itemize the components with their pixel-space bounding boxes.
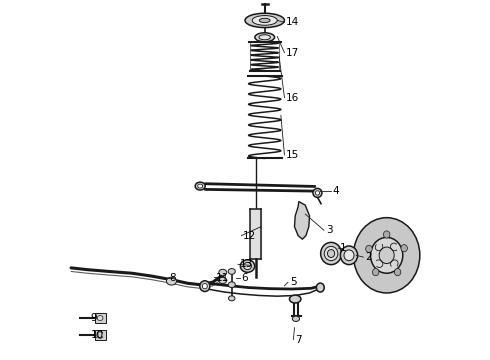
Text: 12: 12 [243, 231, 256, 240]
Text: 4: 4 [333, 186, 340, 197]
Text: 14: 14 [286, 17, 299, 27]
Ellipse shape [259, 35, 270, 40]
Text: 7: 7 [295, 334, 302, 345]
Text: 8: 8 [170, 273, 176, 283]
Ellipse shape [259, 18, 270, 23]
Ellipse shape [317, 283, 324, 292]
Text: 15: 15 [286, 150, 299, 160]
Ellipse shape [383, 231, 390, 238]
Ellipse shape [401, 244, 407, 252]
Text: 5: 5 [290, 277, 296, 287]
Ellipse shape [240, 260, 255, 273]
Ellipse shape [200, 281, 210, 292]
Text: 10: 10 [91, 330, 104, 340]
Polygon shape [294, 202, 310, 239]
Ellipse shape [255, 33, 274, 42]
Ellipse shape [219, 277, 227, 284]
Ellipse shape [219, 269, 227, 276]
Text: 13: 13 [240, 259, 253, 269]
Ellipse shape [167, 277, 176, 285]
Ellipse shape [244, 262, 251, 270]
Ellipse shape [353, 218, 420, 293]
Ellipse shape [320, 242, 342, 265]
Text: 9: 9 [91, 313, 98, 323]
Ellipse shape [366, 245, 372, 252]
Ellipse shape [370, 237, 403, 273]
Ellipse shape [202, 283, 207, 289]
Text: 1: 1 [340, 243, 346, 253]
FancyBboxPatch shape [95, 314, 105, 323]
Ellipse shape [324, 246, 338, 261]
Ellipse shape [315, 191, 319, 195]
Ellipse shape [252, 15, 277, 25]
Ellipse shape [394, 269, 401, 276]
Ellipse shape [197, 184, 203, 188]
Text: 16: 16 [286, 93, 299, 103]
Ellipse shape [195, 182, 205, 190]
Text: 6: 6 [242, 273, 248, 283]
Ellipse shape [327, 249, 335, 257]
Ellipse shape [372, 269, 379, 276]
Ellipse shape [290, 295, 301, 303]
Ellipse shape [293, 316, 299, 321]
Text: 17: 17 [286, 48, 299, 58]
Ellipse shape [245, 13, 285, 28]
Text: 11: 11 [216, 273, 229, 283]
Text: 3: 3 [326, 225, 332, 235]
Ellipse shape [341, 246, 358, 265]
Ellipse shape [379, 247, 394, 264]
Text: 2: 2 [365, 252, 372, 262]
Ellipse shape [228, 296, 235, 301]
Ellipse shape [228, 269, 235, 274]
Ellipse shape [344, 250, 354, 261]
FancyBboxPatch shape [95, 330, 105, 340]
Ellipse shape [97, 316, 103, 320]
Ellipse shape [313, 188, 322, 197]
Ellipse shape [228, 282, 235, 288]
